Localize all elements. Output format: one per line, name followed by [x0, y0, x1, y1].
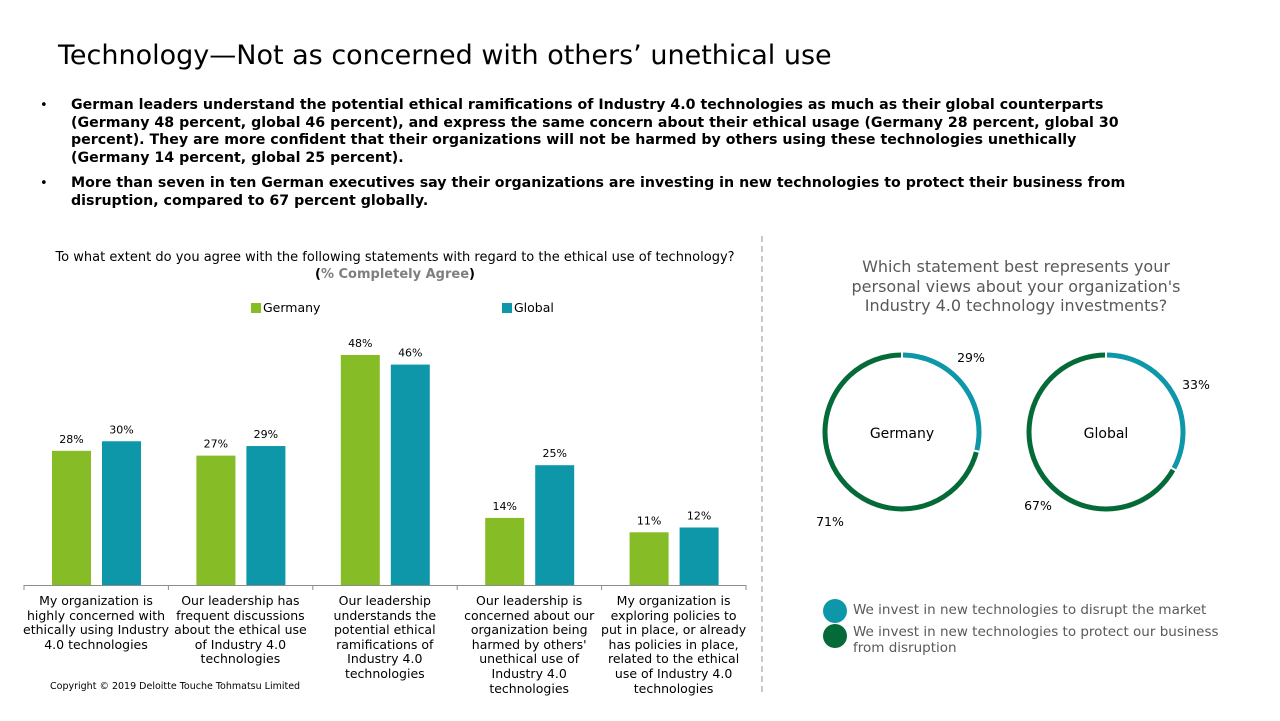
bar-value-label: 25%	[542, 447, 566, 460]
donut-slice-label: 29%	[957, 350, 985, 365]
bullet-text: German leaders understand the potential …	[71, 97, 1119, 166]
bar-global	[390, 364, 430, 585]
bar-value-label: 30%	[109, 423, 133, 436]
bar-germany	[196, 455, 236, 585]
category-label: My organization is exploring policies to…	[601, 593, 747, 696]
legend-label-germany: Germany	[263, 300, 321, 315]
bar-value-label: 29%	[254, 428, 278, 441]
key-swatch-disrupt	[823, 599, 847, 623]
category-label: My organization is highly concerned with…	[23, 593, 169, 652]
bar-value-label: 28%	[59, 433, 83, 446]
bar-global	[679, 527, 719, 585]
donut-slice	[822, 352, 980, 512]
donut-slice	[1026, 352, 1176, 512]
donut-separator	[1169, 466, 1178, 472]
bar-germany	[485, 517, 525, 585]
subtitle-paren-close: )	[469, 267, 475, 282]
panel-divider	[761, 236, 763, 692]
copyright: Copyright © 2019 Deloitte Touche Tohmats…	[50, 681, 301, 692]
bar-germany	[52, 450, 91, 585]
bullet-glyph: •	[40, 176, 48, 192]
legend-swatch-global	[502, 302, 512, 313]
summary-bullets: • German leaders understand the potentia…	[40, 97, 1150, 219]
legend-label-global: Global	[514, 300, 554, 315]
bar-global	[102, 441, 141, 585]
bar-chart-question-text: To what extent do you agree with the fol…	[55, 250, 735, 265]
key-item-protect: We invest in new technologies to protect…	[823, 624, 1233, 656]
category-label: Our leadership has frequent discussions …	[174, 593, 307, 667]
bar-value-label: 12%	[687, 510, 711, 523]
key-item-disrupt: We invest in new technologies to disrupt…	[823, 599, 1233, 623]
bar-value-label: 11%	[637, 514, 661, 527]
bar-chart-subtitle: (% Completely Agree)	[30, 266, 760, 283]
bar-chart-question: To what extent do you agree with the fol…	[30, 249, 760, 283]
bar-germany	[629, 532, 669, 585]
category-label: Our leadership is concerned about our or…	[464, 593, 595, 696]
donut-question: Which statement best represents your per…	[851, 257, 1181, 315]
bar-global	[246, 446, 286, 585]
category-label: Our leadership understands the potential…	[333, 593, 437, 681]
donut-slice-label: 33%	[1182, 377, 1210, 392]
key-label-disrupt: We invest in new technologies to disrupt…	[853, 602, 1207, 618]
donut-slice	[901, 352, 982, 452]
bar-global	[535, 465, 575, 585]
bar-value-label: 27%	[204, 438, 228, 451]
key-label-protect: We invest in new technologies to protect…	[853, 624, 1219, 656]
donut-slice-label: 71%	[816, 514, 844, 529]
donut-slice-label: 67%	[1024, 498, 1052, 513]
legend-global: Global	[502, 300, 554, 315]
bar-value-label: 46%	[398, 347, 422, 360]
donut-center-label: Germany	[870, 426, 934, 442]
bar-value-label: 14%	[492, 500, 516, 513]
bullet-text: More than seven in ten German executives…	[71, 175, 1126, 209]
donut-separator	[972, 449, 981, 454]
bar-germany	[340, 355, 380, 585]
bullet-glyph: •	[40, 98, 48, 113]
subtitle-emphasis: % Completely Agree	[320, 267, 470, 282]
bullet-item: • German leaders understand the potentia…	[40, 97, 1150, 167]
legend-swatch-germany	[251, 302, 261, 313]
subtitle-paren-open: (	[315, 267, 321, 282]
donut-slice	[1105, 352, 1186, 471]
page-title: Technology—Not as concerned with others’…	[58, 40, 832, 71]
donut-center-label: Global	[1084, 426, 1129, 442]
legend-germany: Germany	[251, 300, 320, 315]
bar-value-label: 48%	[348, 337, 372, 350]
bullet-item: • More than seven in ten German executiv…	[40, 175, 1150, 210]
key-swatch-protect	[823, 624, 847, 648]
